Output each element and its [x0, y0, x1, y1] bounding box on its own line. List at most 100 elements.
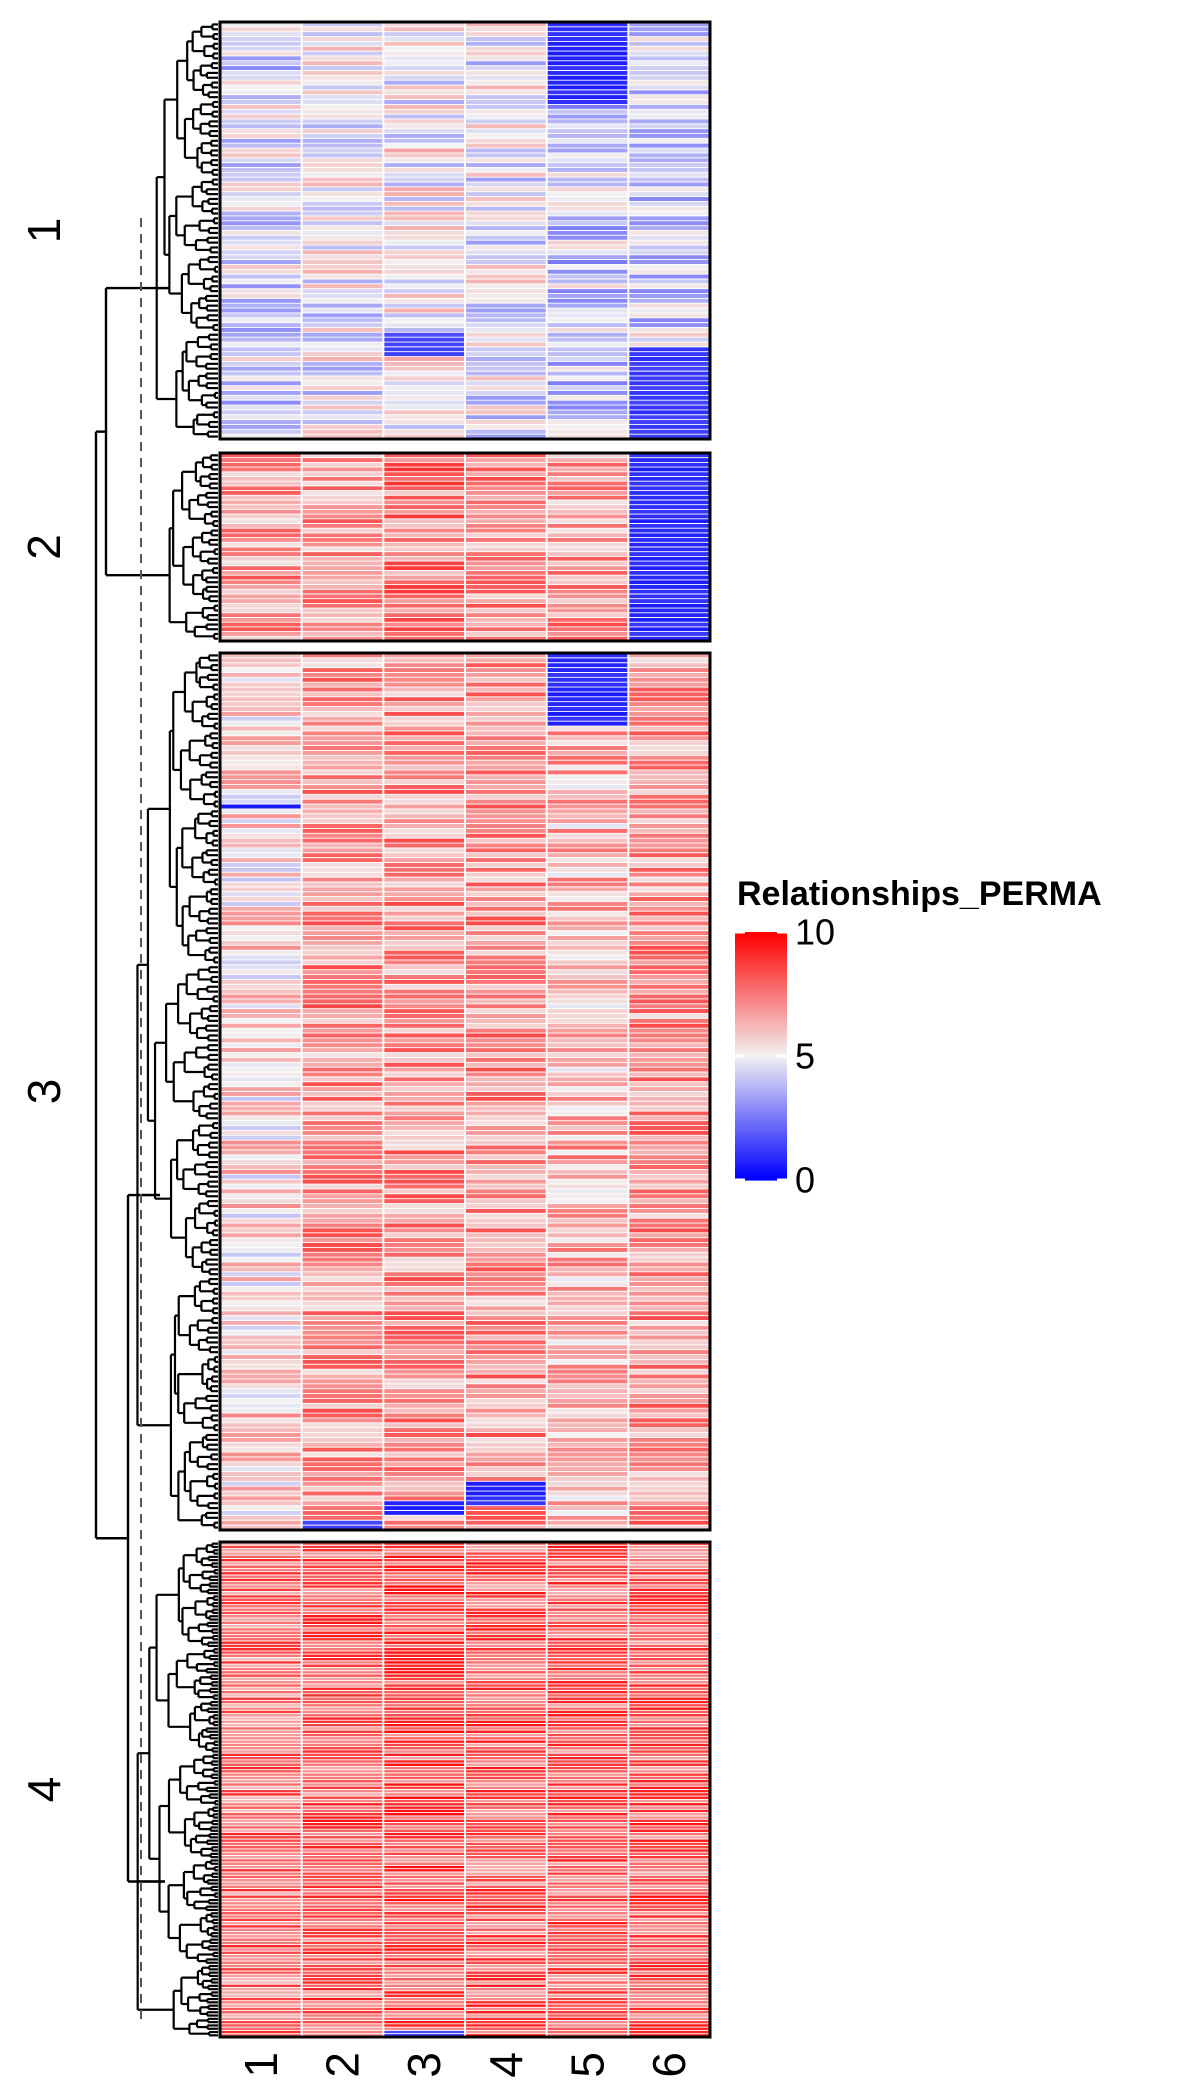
heatmap-cell — [546, 514, 629, 520]
heatmap-cell — [220, 177, 302, 183]
heatmap-cell — [383, 85, 465, 91]
heatmap-cell — [465, 1081, 547, 1087]
heatmap-cell — [383, 1325, 465, 1331]
heatmap-cell — [301, 1023, 384, 1029]
heatmap-cell — [383, 1159, 465, 1165]
heatmap-cell — [301, 1575, 384, 1579]
heatmap-cell — [465, 1388, 547, 1394]
heatmap-cell — [465, 808, 547, 815]
heatmap-cell — [628, 920, 710, 927]
heatmap-cell — [301, 337, 384, 343]
heatmap-cell — [220, 1631, 302, 1635]
heatmap-cell — [546, 385, 629, 391]
heatmap-cell — [465, 1806, 547, 1810]
legend-gradient-step — [735, 1008, 787, 1012]
heatmap-cell — [383, 1641, 465, 1645]
heatmap-cell — [546, 881, 629, 888]
heatmap-cell — [220, 1726, 302, 1731]
heatmap-cell — [383, 1921, 465, 1926]
heatmap-cell — [383, 385, 465, 391]
heatmap-cell — [628, 1252, 710, 1258]
heatmap-cell — [465, 2020, 547, 2025]
heatmap-cell — [465, 182, 547, 188]
heatmap-cell — [301, 457, 384, 463]
heatmap-cell — [465, 70, 547, 76]
heatmap-cell — [301, 509, 384, 515]
heatmap-cell — [383, 1716, 465, 1721]
heatmap-cell — [628, 434, 710, 440]
heatmap-cell — [383, 857, 465, 863]
heatmap-cell — [220, 230, 302, 236]
heatmap-cell — [220, 1110, 302, 1117]
heatmap-cell — [220, 711, 302, 717]
heatmap-cell — [465, 1510, 547, 1516]
heatmap-cell — [628, 196, 710, 202]
heatmap-cell — [465, 1980, 547, 1985]
heatmap-cell — [220, 1130, 302, 1136]
heatmap-cell — [301, 1218, 384, 1224]
heatmap-cell — [301, 1660, 384, 1665]
heatmap-cell — [301, 1736, 384, 1741]
heatmap-cell — [465, 2007, 547, 2011]
heatmap-cell — [465, 225, 547, 231]
heatmap-cell — [301, 1806, 384, 1810]
heatmap-cell — [465, 1393, 547, 1399]
heatmap-cell — [220, 1364, 302, 1370]
heatmap-cell — [628, 964, 710, 971]
heatmap-cell — [546, 1934, 629, 1939]
legend-gradient-step — [735, 1091, 787, 1094]
heatmap-cell — [220, 1951, 302, 1955]
heatmap-cell — [220, 1076, 302, 1083]
heatmap-cell — [546, 701, 629, 707]
heatmap-cell — [220, 755, 302, 761]
heatmap-cell — [628, 1855, 710, 1860]
heatmap-cell — [628, 1588, 710, 1592]
legend-gradient-step — [735, 1039, 787, 1043]
heatmap-cell — [546, 1505, 629, 1511]
heatmap-cell — [301, 1565, 384, 1569]
heatmap-cell — [546, 220, 629, 226]
heatmap-cell — [220, 385, 302, 391]
heatmap-cell — [465, 1232, 547, 1239]
heatmap-cell — [465, 1476, 547, 1482]
legend-gradient-step — [735, 1126, 787, 1129]
legend-gradient-step — [735, 1101, 787, 1105]
heatmap-cell — [628, 1076, 710, 1083]
heatmap-cell — [465, 1713, 547, 1718]
heatmap-cell — [465, 891, 547, 897]
heatmap-cell — [301, 1832, 384, 1837]
heatmap-cell — [628, 794, 710, 800]
heatmap-cell — [465, 254, 547, 260]
heatmap-cell — [383, 490, 465, 496]
heatmap-cell — [383, 128, 465, 134]
heatmap-cell — [383, 891, 465, 897]
heatmap-cell — [465, 60, 547, 66]
heatmap-cell — [628, 1865, 710, 1870]
heatmap-cell — [465, 1934, 547, 1939]
heatmap-cell — [546, 89, 629, 96]
heatmap-cell — [546, 964, 629, 971]
heatmap-cell — [465, 1193, 547, 1200]
heatmap-cell — [383, 1047, 465, 1053]
heatmap-cell — [628, 716, 710, 722]
heatmap-cell — [220, 1598, 302, 1602]
heatmap-cell — [546, 1315, 629, 1321]
heatmap-cell — [628, 509, 710, 515]
heatmap-cell — [220, 740, 302, 746]
heatmap-cell — [628, 80, 710, 86]
heatmap-cell — [383, 1868, 465, 1873]
heatmap-cell — [465, 1891, 547, 1896]
heatmap-cell — [628, 1427, 710, 1433]
heatmap-cell — [628, 1028, 710, 1034]
heatmap-cell — [220, 36, 302, 42]
heatmap-cell — [383, 1822, 465, 1827]
heatmap-cell — [628, 1257, 710, 1263]
heatmap-cell — [383, 1408, 465, 1414]
heatmap-cell — [301, 1291, 384, 1297]
heatmap-cell — [628, 215, 710, 222]
heatmap-cell — [546, 1594, 629, 1599]
heatmap-cell — [220, 1806, 302, 1810]
heatmap-cell — [220, 1223, 302, 1229]
heatmap-cell — [220, 1839, 302, 1843]
heatmap-cell — [465, 735, 547, 742]
